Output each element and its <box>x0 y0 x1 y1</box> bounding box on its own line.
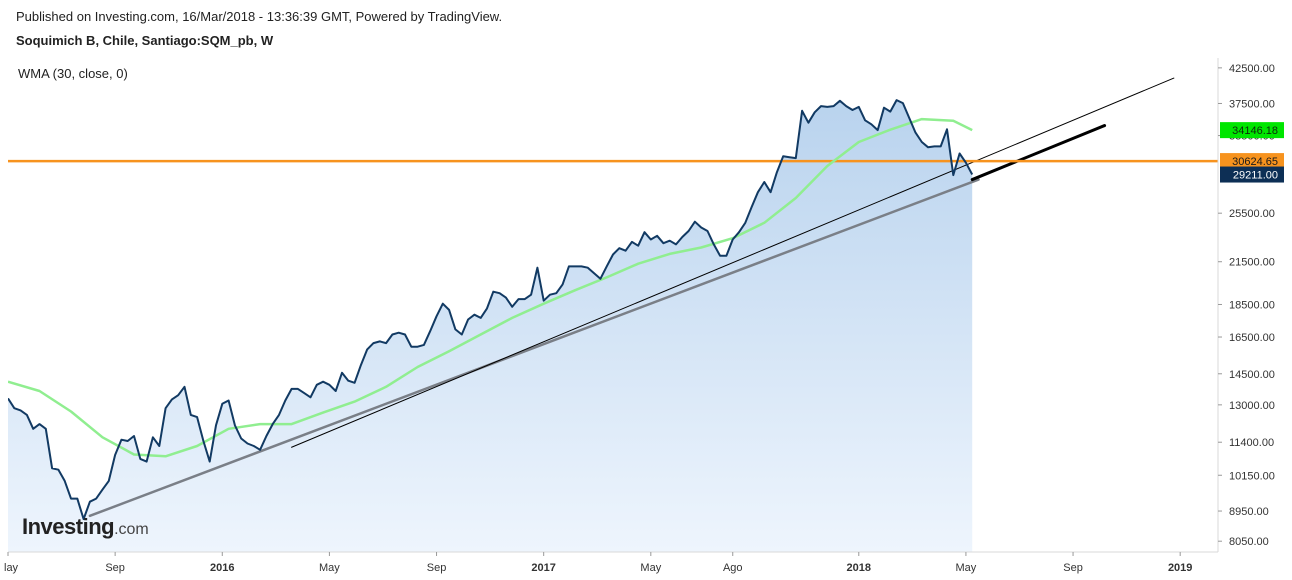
x-tick-label: May <box>319 562 340 574</box>
badge-horizontal <box>1220 153 1284 170</box>
y-tick-label: 8050.00 <box>1229 536 1269 548</box>
price-badges: 34146.18 30624.65 29211.00 <box>1220 122 1284 183</box>
logo-suffix-text: .com <box>114 521 149 538</box>
badge-last <box>1220 166 1284 183</box>
logo-main-text: Investing <box>22 514 115 539</box>
investing-logo: Investing.com <box>22 514 149 540</box>
plot-area <box>8 77 1218 552</box>
y-tick-label: 14500.00 <box>1229 369 1275 381</box>
y-tick-label: 21500.00 <box>1229 257 1275 269</box>
y-tick-label: 16500.00 <box>1229 332 1275 344</box>
price-area-fill <box>8 100 973 552</box>
y-tick-label: 18500.00 <box>1229 299 1275 311</box>
badge-label-horizontal: 30624.65 <box>1232 156 1278 168</box>
x-tick-label: Ago <box>723 562 743 574</box>
y-tick-label: 8950.00 <box>1229 506 1269 518</box>
trend-line-support-extension <box>970 124 1107 182</box>
wma-line <box>8 117 973 458</box>
price-line <box>8 99 974 521</box>
badge-label-last: 29211.00 <box>1233 170 1278 182</box>
x-tick-label: 2016 <box>210 562 234 574</box>
badge-wma <box>1220 122 1284 139</box>
x-tick-label: lay <box>4 562 19 574</box>
x-tick-label: Sep <box>105 562 125 574</box>
y-tick-label: 13000.00 <box>1229 400 1275 412</box>
y-tick-label: 42500.00 <box>1229 63 1275 75</box>
trend-line-support <box>88 178 980 518</box>
symbol-title: Soquimich B, Chile, Santiago:SQM_pb, W <box>16 33 274 48</box>
x-axis: lay Sep 2016 May Sep 2017 May Ago 2018 May Sep 2019 <box>4 552 1192 574</box>
trend-line-upper-channel <box>291 77 1175 448</box>
x-tick-label: 2018 <box>847 562 871 574</box>
y-tick-label: 10150.00 <box>1229 470 1275 482</box>
x-tick-label: May <box>956 562 977 574</box>
published-caption: Published on Investing.com, 16/Mar/2018 … <box>16 9 503 24</box>
badge-label-wma: 34146.18 <box>1232 125 1278 137</box>
x-tick-label: Sep <box>1063 562 1083 574</box>
x-tick-label: May <box>640 562 661 574</box>
indicator-legend[interactable]: WMA (30, close, 0) <box>18 66 128 81</box>
x-tick-label: 2017 <box>531 562 555 574</box>
x-tick-label: Sep <box>427 562 447 574</box>
y-tick-label: 37500.00 <box>1229 98 1275 110</box>
x-tick-label: 2019 <box>1168 562 1192 574</box>
y-tick-label: 11400.00 <box>1229 437 1274 449</box>
y-tick-label: 25500.00 <box>1229 208 1275 220</box>
